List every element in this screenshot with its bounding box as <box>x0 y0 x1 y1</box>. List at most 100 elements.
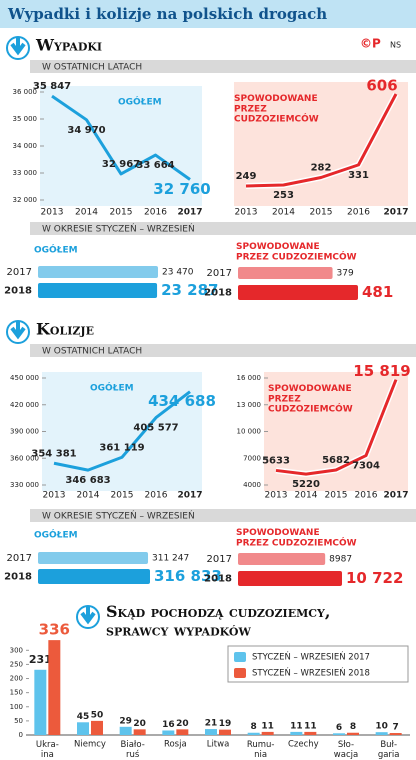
value-label: 253 <box>273 190 294 201</box>
x-tick-label: 2017 <box>383 208 408 218</box>
line <box>245 93 398 188</box>
y-tick-label: 33 000 <box>13 169 38 177</box>
bar <box>38 552 149 564</box>
x-tick-label: Biało-ruś <box>121 740 145 760</box>
bar <box>38 283 158 298</box>
category-label: 2017 <box>7 267 32 278</box>
x-tick-label: 2013 <box>235 208 258 218</box>
chart-title: SPOWODOWANE PRZEZ CUDZOZIEMCÓW <box>234 94 319 125</box>
y-tick-label: 50 <box>14 717 23 725</box>
x-tick-label: 2014 <box>75 208 98 218</box>
x-tick-label: 2013 <box>43 491 66 501</box>
value-label: 405 577 <box>133 423 178 434</box>
x-tick-label: 2017 <box>383 491 408 501</box>
y-tick-label: 390 000 <box>10 428 39 436</box>
y-tick-label: 100 <box>10 703 23 711</box>
value-label: 21 <box>205 719 218 729</box>
category-label: 2017 <box>7 553 32 564</box>
x-tick-label: 2014 <box>295 491 318 501</box>
subheader-band <box>30 222 416 235</box>
y-tick-label: 13 000 <box>237 401 262 409</box>
bar <box>290 731 303 735</box>
bar <box>176 729 189 735</box>
value-label: 15 819 <box>353 362 410 380</box>
value-label: 20 <box>176 719 189 729</box>
arrow-icon <box>76 605 100 629</box>
value-label: 16 <box>162 720 175 730</box>
legend-swatch <box>234 668 246 678</box>
value-label: 45 <box>77 712 90 722</box>
subheader: W OKRESIE STYCZEŃ – WRZESIEŃ <box>42 510 195 522</box>
y-tick-label: 420 000 <box>10 401 39 409</box>
bar <box>238 267 333 279</box>
value-label: 11 <box>261 721 274 731</box>
value-label: 346 683 <box>65 475 110 486</box>
x-tick-label: Rosja <box>164 740 187 750</box>
value-label: 5682 <box>322 455 350 466</box>
plot-background <box>42 372 202 491</box>
legend-box <box>227 645 409 683</box>
value-label: 311 247 <box>152 554 189 564</box>
x-tick-label: Buł-garia <box>378 740 400 760</box>
value-label: 379 <box>337 269 354 279</box>
x-tick-label: 2015 <box>111 491 134 501</box>
chart-title: OGÓŁEM <box>90 382 134 394</box>
x-tick-label: 2016 <box>144 208 167 218</box>
bar <box>247 732 260 735</box>
x-tick-label: 2013 <box>265 491 288 501</box>
subheader-band <box>30 344 416 357</box>
value-label: 354 381 <box>31 448 76 459</box>
bar <box>119 726 132 735</box>
author: NS <box>390 41 401 50</box>
value-label: 8987 <box>329 555 352 565</box>
bar <box>34 669 47 735</box>
value-label: 481 <box>362 283 393 301</box>
y-tick-label: 450 000 <box>10 374 39 382</box>
subheader: W OKRESIE STYCZEŃ – WRZESIEŃ <box>42 223 195 235</box>
section-heading: Wypadki <box>35 36 102 55</box>
y-tick-label: 330 000 <box>10 481 39 489</box>
line <box>51 94 191 181</box>
y-tick-label: 4000 <box>243 481 261 489</box>
value-label: 249 <box>236 171 257 182</box>
y-tick-label: 36 000 <box>13 88 38 96</box>
category-label: 2017 <box>207 268 232 279</box>
section-heading: Kolizje <box>36 320 94 339</box>
bar <box>38 569 150 584</box>
x-tick-label: Ukra-ina <box>36 740 59 760</box>
x-tick-label: 2016 <box>355 491 378 501</box>
x-tick-label: 2014 <box>77 491 100 501</box>
x-tick-label: Czechy <box>288 740 319 750</box>
y-tick-label: 150 <box>10 689 23 697</box>
chart-title: SPOWODOWANE PRZEZ CUDZOZIEMCÓW <box>268 384 353 415</box>
value-label: 29 <box>119 716 132 726</box>
chart-title: SPOWODOWANE PRZEZ CUDZOZIEMCÓW <box>236 528 357 548</box>
bar <box>133 729 146 735</box>
bar <box>304 731 317 735</box>
arrow-icon <box>6 320 30 344</box>
legend-label: STYCZEŃ – WRZESIEŃ 2017 <box>252 651 370 663</box>
legend-label: STYCZEŃ – WRZESIEŃ 2018 <box>252 667 370 679</box>
bar <box>219 729 231 735</box>
bar <box>238 553 326 565</box>
y-tick-label: 250 <box>10 660 23 668</box>
title-band <box>0 0 416 28</box>
y-tick-label: 300 <box>10 646 23 654</box>
x-tick-label: 2015 <box>325 491 348 501</box>
value-label: 32 967 <box>102 159 140 170</box>
bar <box>347 732 359 735</box>
value-label: 282 <box>311 162 332 173</box>
bar <box>77 722 89 735</box>
value-label: 32 760 <box>153 180 210 198</box>
value-label: 11 <box>304 721 317 731</box>
value-label: 5220 <box>292 479 320 490</box>
value-label: 8 <box>350 722 356 732</box>
bar <box>389 733 402 735</box>
y-tick-label: 16 000 <box>237 374 262 382</box>
subheader: W OSTATNICH LATACH <box>42 347 142 357</box>
value-label: 10 <box>375 722 388 732</box>
x-tick-label: Sło-wacja <box>334 740 358 760</box>
value-label: 33 664 <box>136 160 174 171</box>
y-tick-label: 360 000 <box>10 454 39 462</box>
